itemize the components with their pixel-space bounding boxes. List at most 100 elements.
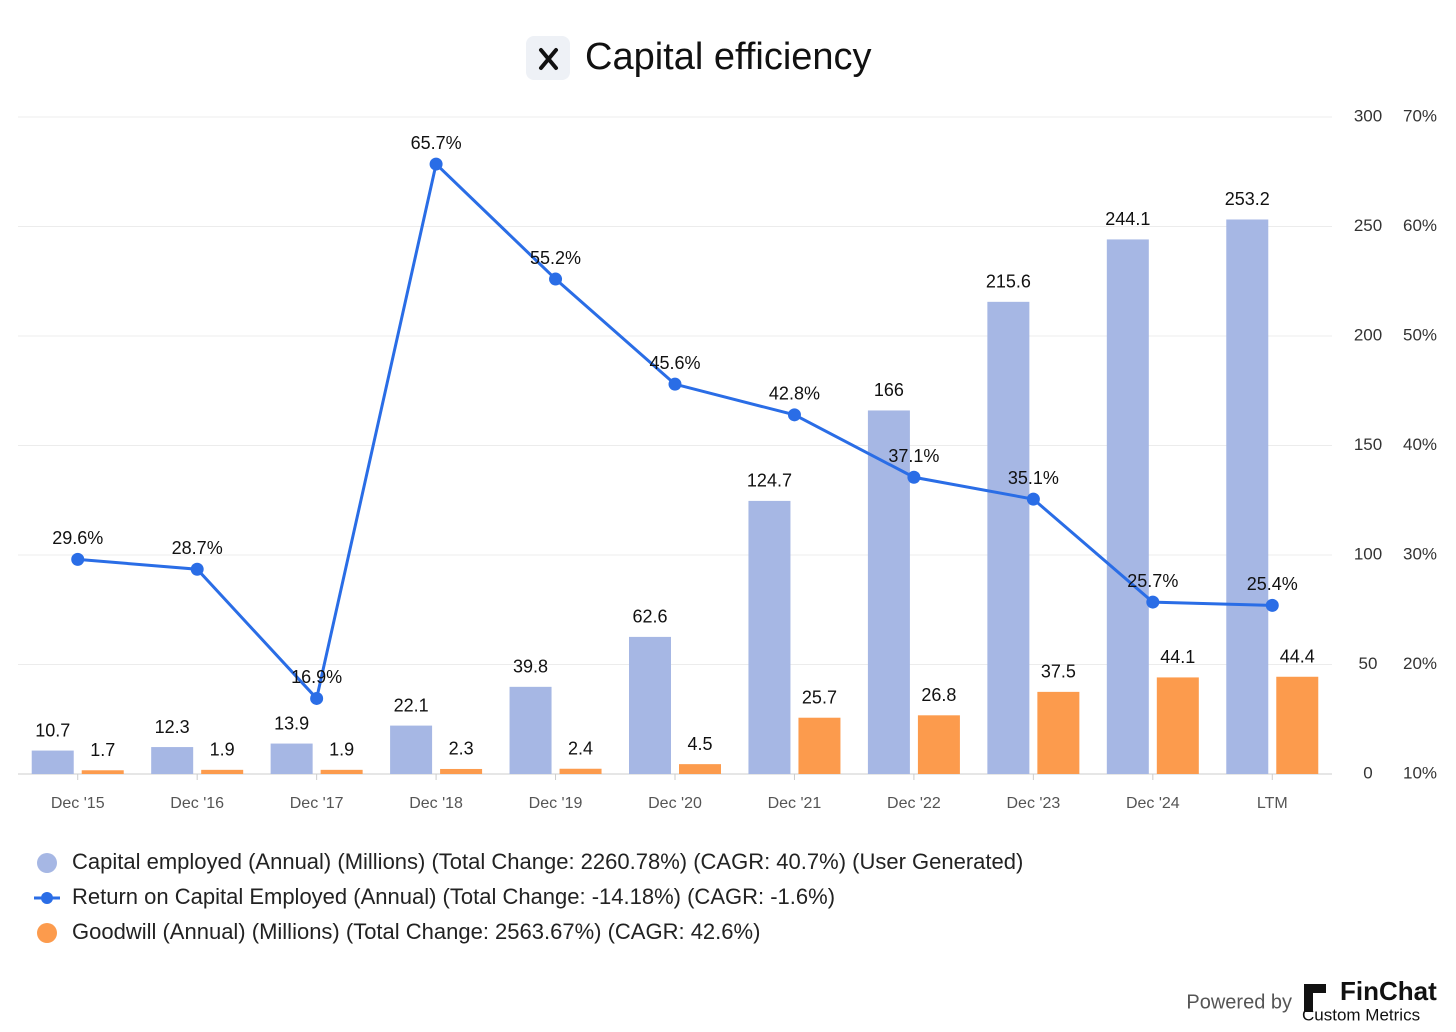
y2-tick-label: 70% — [1403, 106, 1437, 125]
bar-label: 215.6 — [986, 272, 1031, 292]
line-point — [668, 377, 682, 391]
y2-tick-label: 20% — [1403, 654, 1437, 673]
bar — [81, 770, 124, 774]
legend-marker — [37, 853, 57, 873]
bar — [798, 717, 841, 774]
x-tick-label: LTM — [1257, 795, 1288, 812]
bar — [559, 768, 602, 774]
line — [77, 161, 1273, 702]
brand-product: Custom Metrics — [1302, 1005, 1420, 1024]
bar-label: 4.5 — [687, 734, 712, 754]
line-point — [1265, 598, 1279, 612]
bar-label: 2.4 — [568, 738, 593, 758]
bar — [31, 750, 74, 774]
line-label: 25.4% — [1247, 574, 1298, 594]
line-label: 45.6% — [649, 353, 700, 373]
bar — [748, 500, 791, 774]
line-label: 16.9% — [291, 667, 342, 687]
line-point — [190, 562, 204, 576]
line-label: 29.6% — [52, 528, 103, 548]
line-point — [549, 272, 563, 286]
bar — [917, 715, 960, 774]
bar-label: 22.1 — [394, 695, 429, 715]
x-tick-label: Dec '24 — [1126, 795, 1180, 812]
bar-label: 244.1 — [1105, 209, 1150, 229]
bar-label: 1.7 — [90, 740, 115, 760]
x-tick-label: Dec '18 — [409, 795, 463, 812]
x-tick-label: Dec '20 — [648, 795, 702, 812]
x-tick-label: Dec '15 — [51, 795, 105, 812]
bar-label: 39.8 — [513, 657, 548, 677]
brand-name: FinChat — [1340, 976, 1437, 1006]
x-tick-label: Dec '22 — [887, 795, 941, 812]
y-tick-label: 150 — [1354, 435, 1382, 454]
line-point — [310, 691, 324, 705]
bar-label: 1.9 — [329, 740, 354, 760]
line-label: 42.8% — [769, 384, 820, 404]
bar — [987, 301, 1030, 774]
x-tick-label: Dec '23 — [1006, 795, 1060, 812]
bar — [151, 747, 194, 774]
bar — [509, 686, 552, 774]
legend-label: Return on Capital Employed (Annual) (Tot… — [72, 884, 835, 909]
y2-tick-label: 60% — [1403, 216, 1437, 235]
line-label: 37.1% — [888, 446, 939, 466]
line-label: 25.7% — [1127, 571, 1178, 591]
line-label: 55.2% — [530, 248, 581, 268]
y-tick-label: 300 — [1354, 106, 1382, 125]
bar-label: 62.6 — [632, 607, 667, 627]
brand-logo — [1304, 984, 1326, 1012]
y-tick-label: 200 — [1354, 325, 1382, 344]
legend-label: Capital employed (Annual) (Millions) (To… — [72, 849, 1023, 874]
bar-label: 124.7 — [747, 471, 792, 491]
bar — [1156, 677, 1199, 774]
bar-label: 44.1 — [1160, 647, 1195, 667]
legend-label: Goodwill (Annual) (Millions) (Total Chan… — [72, 919, 760, 944]
y2-tick-label: 40% — [1403, 435, 1437, 454]
bar-label: 2.3 — [449, 739, 474, 759]
bar — [1037, 691, 1080, 774]
bar — [1226, 219, 1269, 774]
bar — [629, 636, 671, 774]
bar — [679, 764, 721, 774]
legend-marker — [37, 923, 57, 943]
line-label: 35.1% — [1008, 468, 1059, 488]
y-tick-label: 100 — [1354, 544, 1382, 563]
bar — [270, 743, 313, 774]
bar-label: 10.7 — [35, 720, 70, 740]
y2-tick-label: 10% — [1403, 763, 1437, 782]
line-point — [907, 470, 921, 484]
bar-label: 253.2 — [1225, 189, 1270, 209]
bar — [1106, 239, 1149, 774]
bar-label: 25.7 — [802, 687, 837, 707]
y-tick-label: 0 — [1363, 763, 1372, 782]
bar-label: 1.9 — [210, 740, 235, 760]
bar — [1276, 676, 1319, 774]
line-label: 28.7% — [172, 538, 223, 558]
bar-label: 12.3 — [155, 717, 190, 737]
bar-label: 44.4 — [1280, 647, 1315, 667]
bar-label: 37.5 — [1041, 662, 1076, 682]
bar-label: 26.8 — [921, 685, 956, 705]
legend-marker — [41, 892, 53, 904]
y-tick-label: 50 — [1359, 654, 1378, 673]
x-tick-label: Dec '17 — [290, 795, 344, 812]
bar-label: 13.9 — [274, 713, 309, 733]
x-tick-label: Dec '21 — [768, 795, 822, 812]
powered-by: Powered by — [1186, 991, 1292, 1013]
line-point — [1026, 492, 1040, 506]
line-point — [71, 552, 85, 566]
line-point — [787, 408, 801, 422]
x-tick-label: Dec '16 — [170, 795, 224, 812]
line-point — [429, 157, 443, 171]
line-point — [1146, 595, 1160, 609]
bar — [320, 769, 363, 774]
y2-tick-label: 50% — [1403, 325, 1437, 344]
bar — [440, 768, 483, 774]
line-label: 65.7% — [411, 133, 462, 153]
bar — [390, 725, 433, 774]
chart-title: Capital efficiency — [585, 36, 872, 78]
bar-label: 166 — [874, 380, 904, 400]
y-tick-label: 250 — [1354, 216, 1382, 235]
